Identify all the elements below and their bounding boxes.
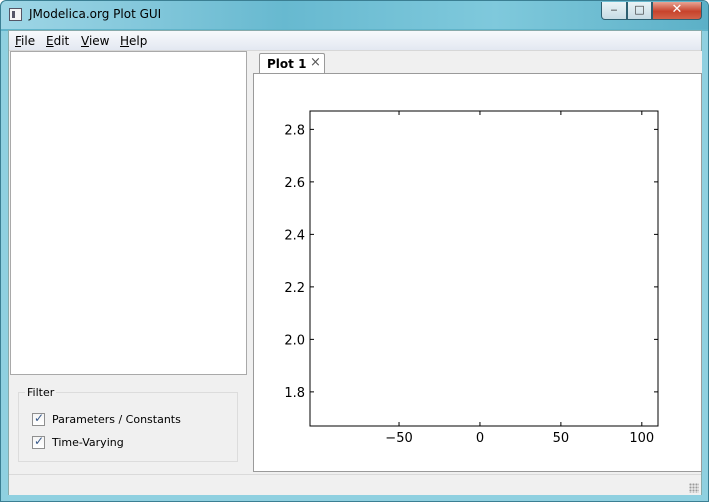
maximize-button[interactable]: □ [627,2,652,20]
menu-view[interactable]: View [81,34,110,48]
y-tick-label: 2.6 [284,176,305,191]
client-area: File Edit View Help Filter ✓ Parameters … [8,30,702,495]
variable-tree[interactable] [10,51,247,375]
checkbox-box[interactable]: ✓ [32,434,45,449]
minimize-button[interactable]: ‒ [601,2,627,20]
axes-frame [309,110,659,427]
close-button[interactable]: ✕ [652,2,702,20]
checkbox-label: Parameters / Constants [52,413,181,426]
tab-strip: Plot 1 × [252,51,702,74]
status-bar [9,474,701,495]
menu-edit[interactable]: Edit [46,34,70,48]
menu-file[interactable]: File [15,34,36,48]
checkbox-box[interactable]: ✓ [32,411,45,426]
x-tick-label: 100 [629,431,654,446]
filter-group [18,392,238,462]
checkbox-label: Time-Varying [52,436,124,449]
x-tick-label: 50 [553,431,570,446]
plot-area: Plot 1 × −50 0 50 100 1.8 2.0 2.2 2.4 2.6 2.8 [252,51,702,474]
panel-splitter[interactable] [248,51,254,474]
y-tick-label: 2.0 [284,333,305,348]
tab-label: Plot 1 [267,57,307,71]
y-tick-label: 1.8 [284,386,305,401]
menu-bar: File Edit View Help [9,31,701,51]
y-tick-label: 2.8 [284,123,305,138]
menu-help[interactable]: Help [120,34,148,48]
resize-grip-icon[interactable] [689,483,699,493]
check-icon: ✓ [34,434,45,448]
plot-chart[interactable]: −50 0 50 100 1.8 2.0 2.2 2.4 2.6 2.8 [254,74,701,471]
check-icon: ✓ [34,411,45,425]
window-title: JModelica.org Plot GUI [29,7,162,21]
filter-title: Filter [25,386,57,399]
y-tick-label: 2.2 [284,281,305,296]
x-tick-label: −50 [385,431,412,446]
close-icon[interactable]: × [310,55,321,70]
app-icon[interactable] [9,8,22,21]
y-tick-label: 2.4 [284,228,305,243]
tab-plot-1[interactable]: Plot 1 × [259,53,325,74]
title-bar[interactable]: JModelica.org Plot GUI ‒ □ ✕ [1,1,708,29]
plot-pane: −50 0 50 100 1.8 2.0 2.2 2.4 2.6 2.8 [253,73,702,472]
x-tick-label: 0 [476,431,484,446]
